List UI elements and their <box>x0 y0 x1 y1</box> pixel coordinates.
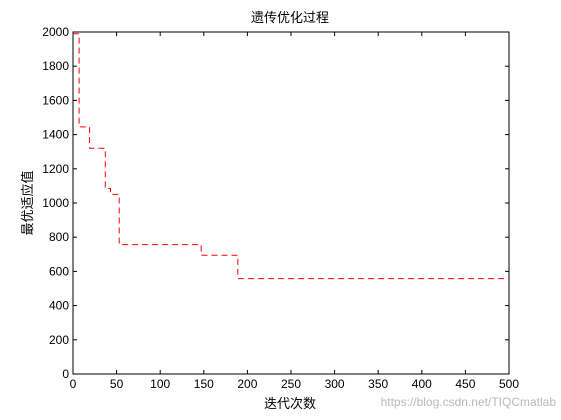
x-tick-label: 50 <box>110 377 124 391</box>
x-tick-label: 400 <box>412 377 432 391</box>
y-tick-label: 1200 <box>42 162 69 176</box>
x-tick-label: 500 <box>499 377 519 391</box>
chart-title: 遗传优化过程 <box>251 11 329 26</box>
x-axis-label: 迭代次数 <box>264 396 316 412</box>
y-tick-label: 2000 <box>42 25 69 39</box>
y-axis-label: 最优适应值 <box>20 170 36 235</box>
x-tick-label: 200 <box>237 377 257 391</box>
y-tick-label: 400 <box>49 299 69 313</box>
x-tick-label: 150 <box>194 377 214 391</box>
plot-area <box>72 31 510 375</box>
x-tick-label: 250 <box>281 377 301 391</box>
series-line <box>73 33 509 280</box>
watermark-text: https://blog.csdn.net/TIQCmatlab <box>381 395 557 409</box>
x-tick-label: 350 <box>368 377 388 391</box>
y-tick-label: 200 <box>49 333 69 347</box>
data-series <box>73 33 509 280</box>
x-tick-label: 0 <box>70 377 77 391</box>
x-tick-label: 300 <box>325 377 345 391</box>
x-tick-labels: 0 50 100 150 200 250 300 350 400 450 500 <box>70 377 520 391</box>
y-tick-label: 1000 <box>42 196 69 210</box>
y-tick-label: 1800 <box>42 59 69 73</box>
y-tick-label: 600 <box>49 264 69 278</box>
y-tick-labels: 0 200 400 600 800 1000 1200 1400 1600 1800 2000 <box>42 25 69 381</box>
y-tick-label: 1600 <box>42 93 69 107</box>
axis-ticks <box>72 31 510 375</box>
y-tick-label: 800 <box>49 230 69 244</box>
x-tick-label: 100 <box>150 377 170 391</box>
y-tick-label: 1400 <box>42 128 69 142</box>
y-tick-label: 0 <box>62 367 69 381</box>
x-tick-label: 450 <box>455 377 475 391</box>
